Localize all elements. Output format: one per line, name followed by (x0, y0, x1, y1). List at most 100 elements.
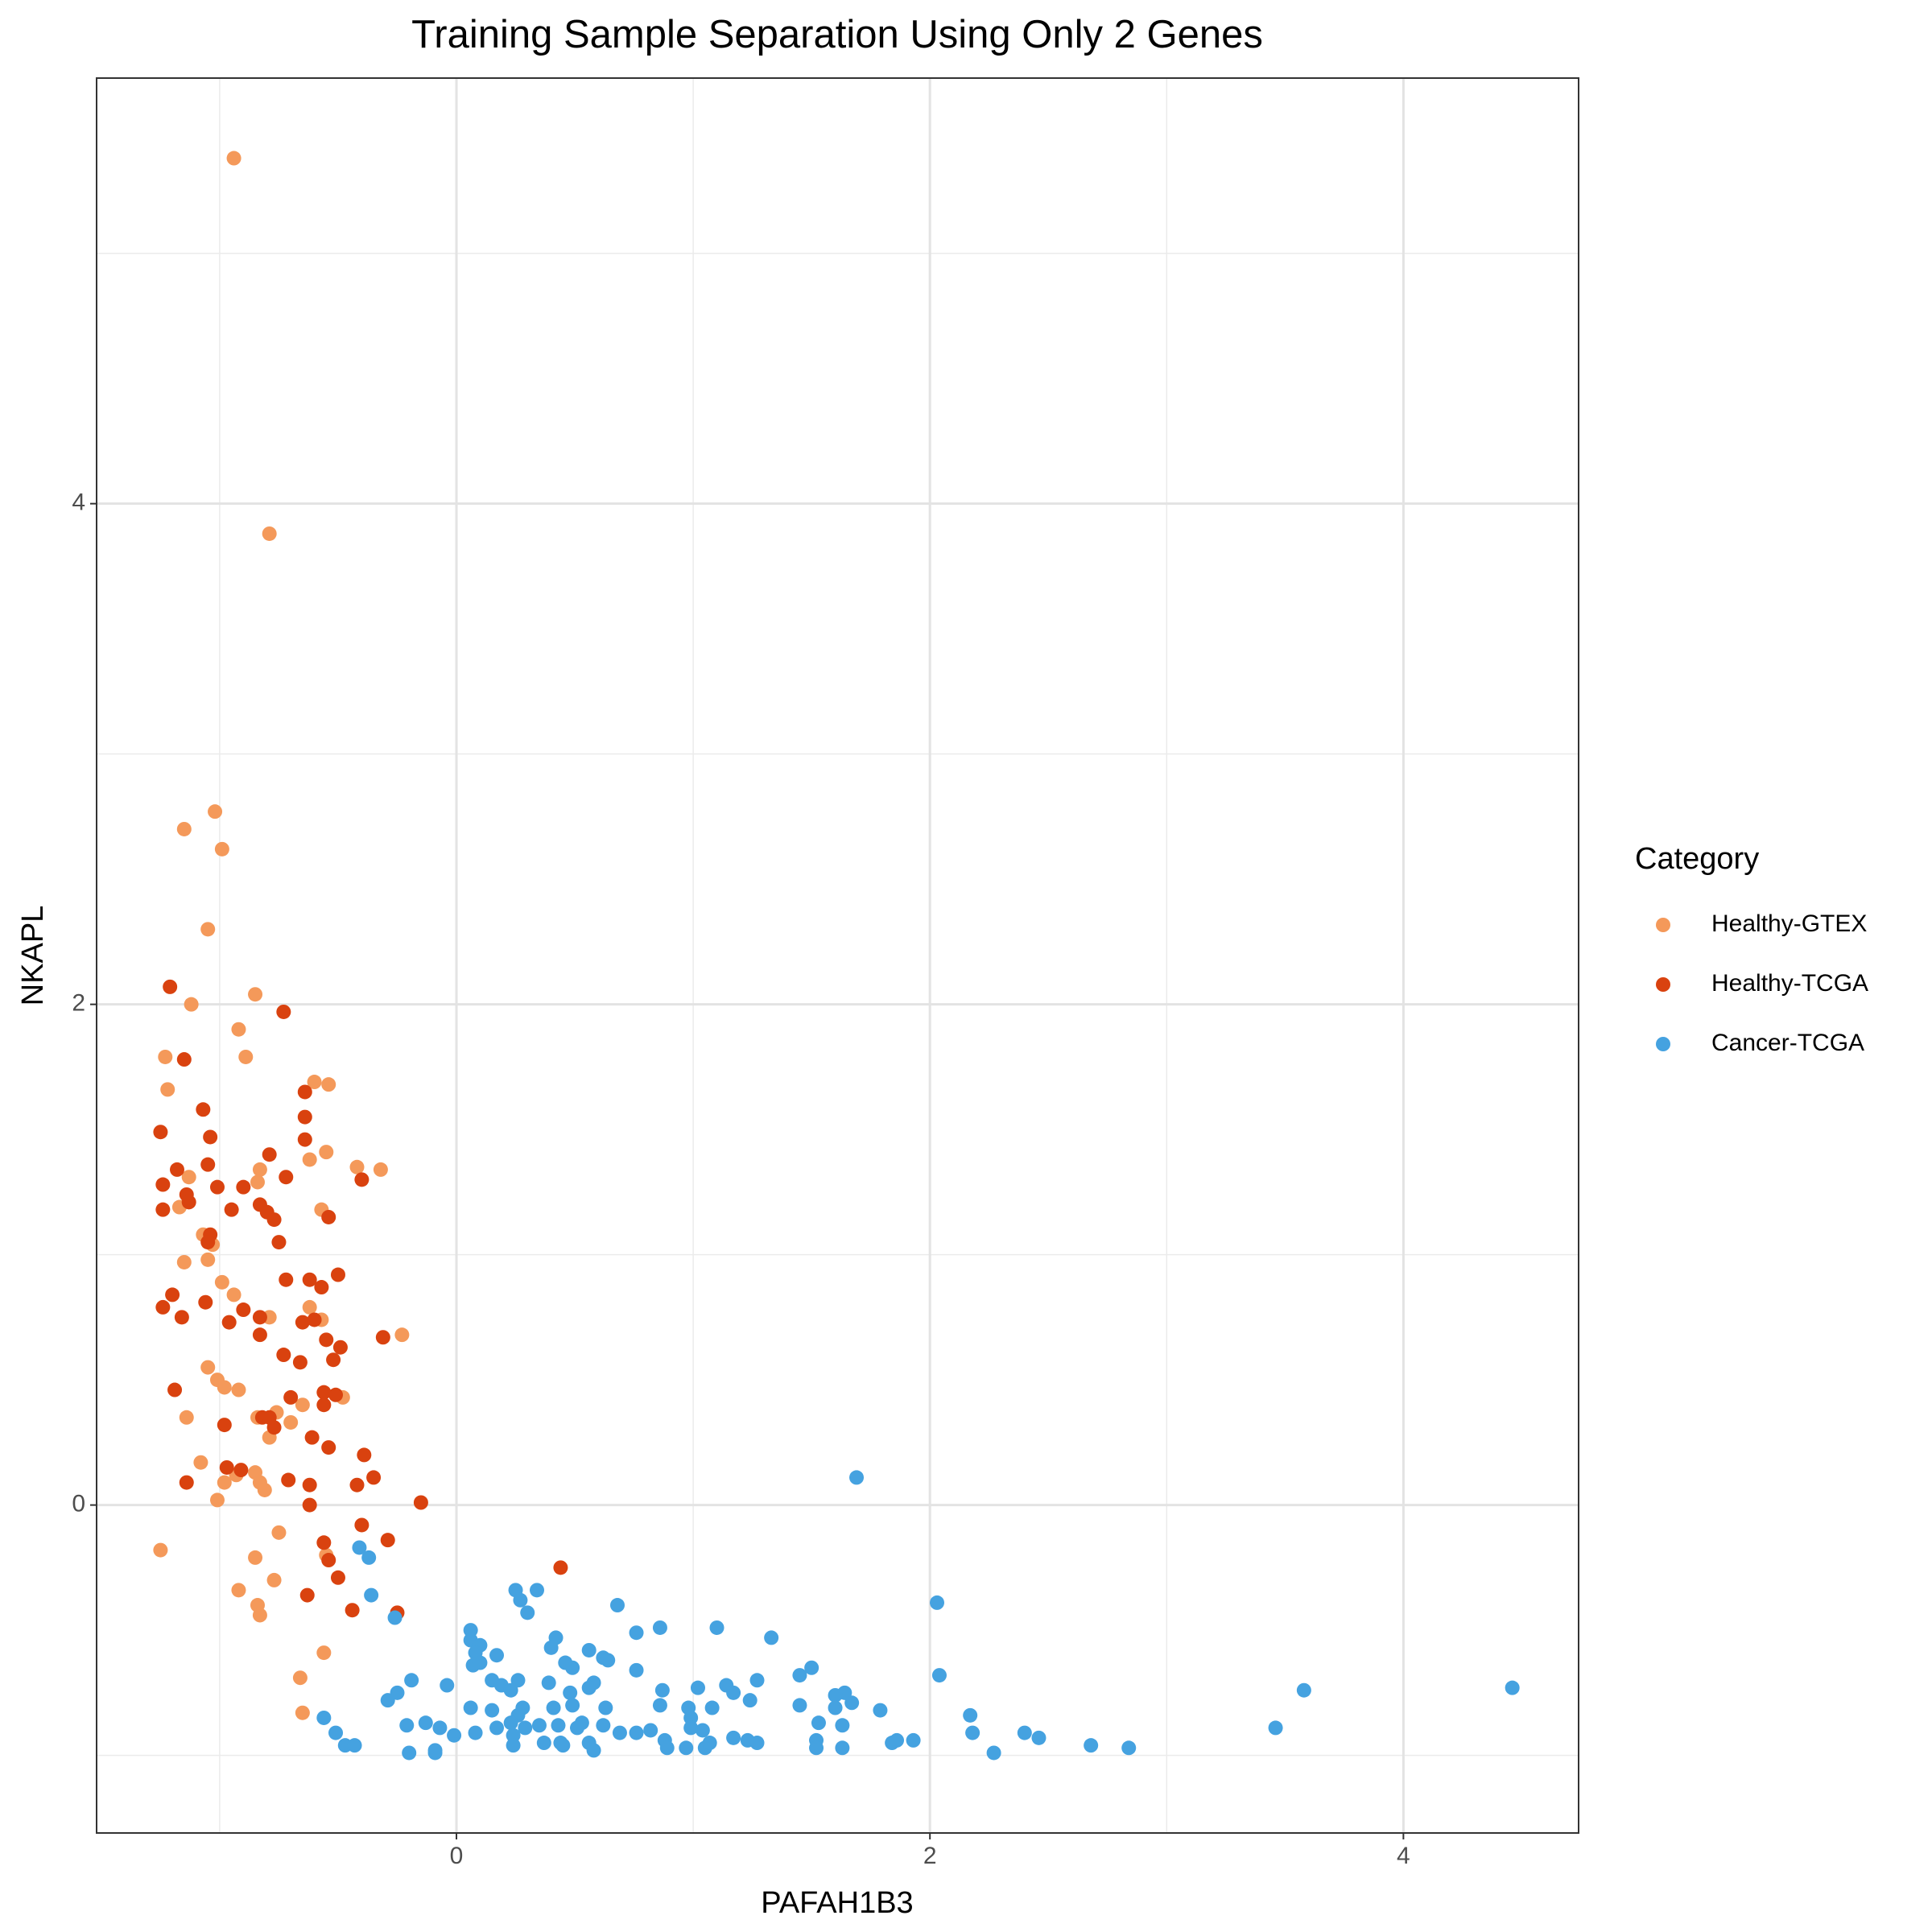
point (510, 1673, 526, 1688)
point (231, 1022, 246, 1037)
point (316, 1397, 332, 1413)
point (1268, 1720, 1283, 1736)
point (200, 922, 216, 937)
point (248, 1550, 263, 1565)
point (726, 1685, 741, 1700)
point (364, 1587, 379, 1603)
point (835, 1718, 850, 1733)
point (209, 1179, 225, 1195)
legend-title: Category (1635, 842, 1759, 876)
legend-marker (1656, 977, 1670, 992)
point (890, 1732, 905, 1748)
point (155, 1202, 171, 1217)
point (238, 1049, 254, 1064)
point (361, 1550, 377, 1565)
point (236, 1302, 251, 1318)
point (629, 1725, 644, 1740)
point (375, 1330, 390, 1345)
point (314, 1280, 329, 1295)
point (193, 1455, 208, 1470)
point (565, 1698, 580, 1713)
point (513, 1592, 528, 1608)
y-axis-title: NKAPL (16, 906, 50, 1006)
chart-title: Training Sample Separation Using Only 2 … (411, 13, 1263, 56)
point (986, 1745, 1001, 1761)
point (690, 1680, 705, 1695)
point (276, 1348, 291, 1363)
point (321, 1209, 336, 1224)
point (345, 1603, 360, 1618)
point (292, 1670, 308, 1686)
point (347, 1738, 362, 1753)
point (1296, 1682, 1311, 1698)
point (643, 1723, 658, 1738)
point (555, 1738, 571, 1753)
point (307, 1312, 322, 1327)
point (252, 1162, 267, 1177)
point (252, 1608, 267, 1623)
point (321, 1077, 336, 1092)
point (742, 1693, 758, 1708)
point (581, 1642, 597, 1657)
point (553, 1560, 568, 1575)
point (503, 1682, 518, 1698)
point (302, 1299, 317, 1315)
point (440, 1678, 455, 1693)
point (295, 1315, 310, 1330)
point (609, 1598, 625, 1613)
point (233, 1463, 249, 1478)
point (654, 1682, 670, 1698)
point (262, 1147, 277, 1162)
point (250, 1174, 265, 1190)
point (217, 1475, 232, 1490)
point (586, 1743, 601, 1758)
point (1505, 1680, 1520, 1695)
y-tick-label: 4 (72, 489, 85, 516)
point (276, 1004, 291, 1019)
point (906, 1732, 921, 1748)
point (257, 1482, 272, 1497)
point (252, 1310, 267, 1325)
point (373, 1162, 388, 1177)
point (304, 1430, 320, 1445)
point (520, 1605, 535, 1620)
point (828, 1700, 843, 1715)
point (221, 1315, 237, 1330)
point (485, 1703, 500, 1718)
point (266, 1212, 282, 1228)
y-tick-label: 0 (72, 1491, 85, 1517)
legend-marker (1656, 1037, 1670, 1051)
point (302, 1497, 317, 1513)
point (447, 1728, 462, 1743)
point (153, 1542, 168, 1558)
point (302, 1477, 317, 1492)
point (279, 1170, 294, 1185)
point (349, 1477, 365, 1492)
point (226, 1287, 242, 1302)
point (179, 1410, 194, 1425)
point (316, 1710, 332, 1725)
point (169, 1162, 184, 1177)
point (266, 1572, 282, 1587)
point (764, 1630, 779, 1645)
point (208, 804, 223, 819)
point (963, 1707, 978, 1723)
point (380, 1693, 395, 1708)
point (652, 1620, 667, 1635)
point (179, 1475, 194, 1490)
point (563, 1685, 578, 1700)
point (709, 1620, 724, 1635)
legend-label: Healthy-TCGA (1711, 970, 1868, 997)
point (332, 1340, 348, 1355)
point (262, 526, 277, 541)
point (158, 1049, 173, 1064)
x-tick-label: 0 (450, 1843, 464, 1869)
point (659, 1740, 675, 1756)
point (679, 1740, 694, 1756)
point (931, 1668, 947, 1683)
point (612, 1725, 627, 1740)
point (536, 1736, 551, 1751)
point (463, 1700, 478, 1715)
point (349, 1159, 365, 1174)
